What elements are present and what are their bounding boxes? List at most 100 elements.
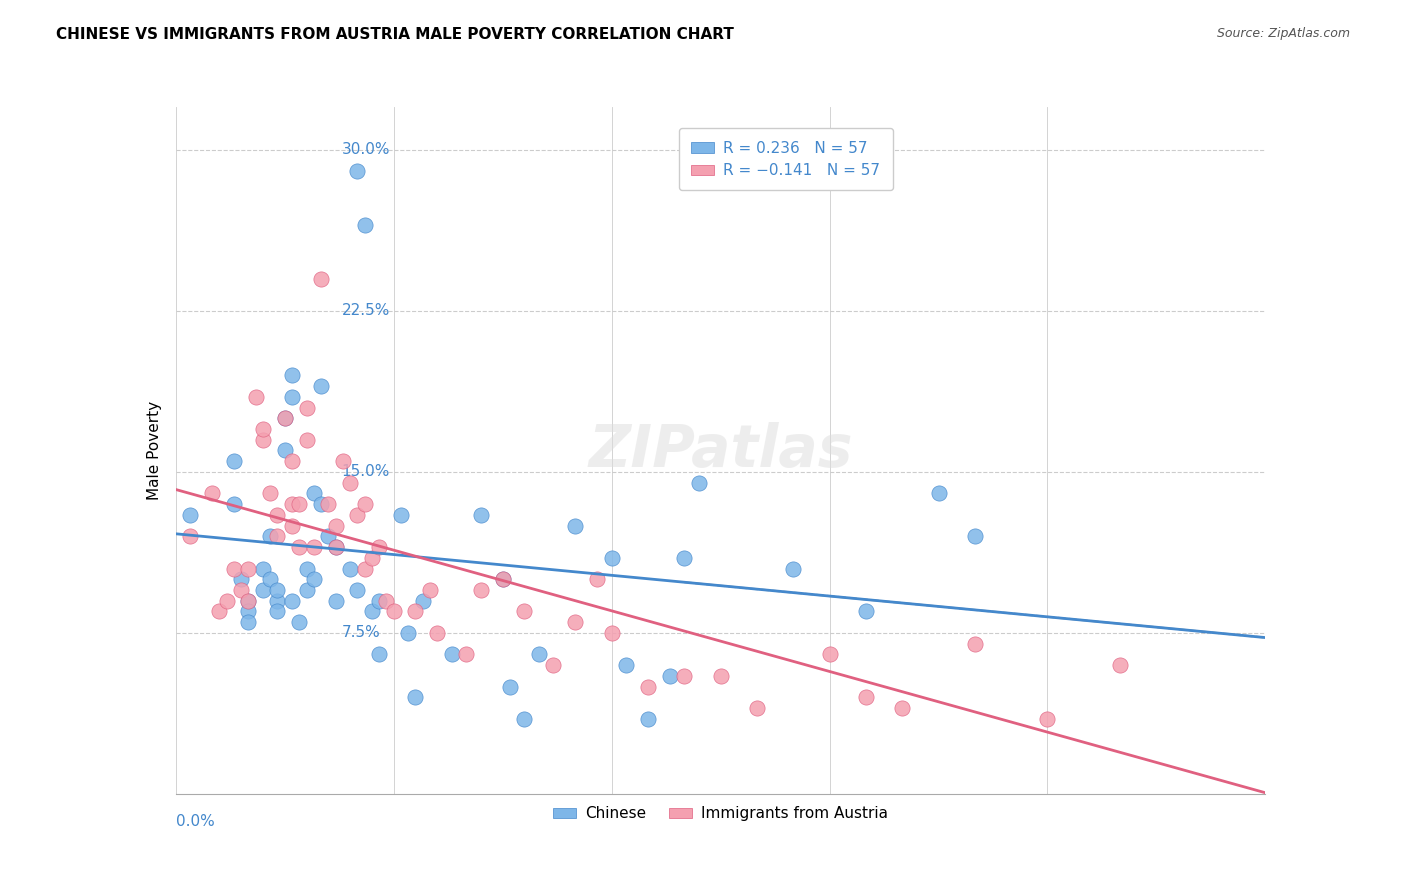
Point [245,390,267,404]
Text: 7.5%: 7.5% [342,625,380,640]
Point [346,582,368,597]
Point [295,582,318,597]
Point [586,572,609,586]
Point [281,518,304,533]
Point [179,529,201,543]
Point [963,529,986,543]
Point [274,411,297,425]
Point [360,604,382,618]
Point [405,604,427,618]
Point [339,561,361,575]
Point [309,379,332,393]
Y-axis label: Male Poverty: Male Poverty [146,401,162,500]
Point [274,411,297,425]
Point [266,582,288,597]
Point [274,443,297,458]
Point [855,690,877,705]
Point [600,626,623,640]
Point [332,454,354,468]
Point [470,508,492,522]
Point [222,497,245,511]
Point [266,604,288,618]
Point [302,572,325,586]
Point [266,508,288,522]
Point [281,454,304,468]
Point [238,561,260,575]
Point [426,626,449,640]
Point [891,701,914,715]
Point [208,604,231,618]
Point [266,593,288,607]
Text: 30.0%: 30.0% [342,143,389,158]
Point [564,615,586,630]
Point [375,593,398,607]
Point [710,669,733,683]
Point [527,648,550,662]
Point [288,615,311,630]
Point [325,518,347,533]
Point [259,486,281,500]
Point [295,561,318,575]
Point [281,497,304,511]
Point [637,712,659,726]
Point [637,680,659,694]
Point [281,368,304,383]
Point [318,497,340,511]
Point [215,593,238,607]
Point [353,561,375,575]
Point [614,658,637,673]
Point [288,497,311,511]
Point [456,648,478,662]
Point [302,540,325,554]
Point [325,540,347,554]
Point [238,593,260,607]
Text: ZIPatlas: ZIPatlas [588,422,853,479]
Point [405,690,427,705]
Point [302,486,325,500]
Point [673,669,696,683]
Point [360,550,382,565]
Point [855,604,877,618]
Point [782,561,804,575]
Point [513,712,536,726]
Point [470,582,492,597]
Point [295,433,318,447]
Point [309,271,332,285]
Point [492,572,515,586]
Point [499,680,522,694]
Text: 22.5%: 22.5% [342,303,389,318]
Text: 15.0%: 15.0% [342,465,389,479]
Point [368,540,391,554]
Point [259,529,281,543]
Point [252,422,274,436]
Text: CHINESE VS IMMIGRANTS FROM AUSTRIA MALE POVERTY CORRELATION CHART: CHINESE VS IMMIGRANTS FROM AUSTRIA MALE … [56,27,734,42]
Point [346,164,368,178]
Point [440,648,463,662]
Point [266,529,288,543]
Point [325,593,347,607]
Point [231,582,253,597]
Point [1036,712,1059,726]
Point [259,572,281,586]
Point [281,593,304,607]
Point [309,497,332,511]
Point [382,604,405,618]
Point [252,582,274,597]
Point [238,615,260,630]
Point [396,626,419,640]
Point [201,486,224,500]
Point [928,486,950,500]
Point [818,648,841,662]
Point [658,669,681,683]
Point [389,508,412,522]
Point [412,593,434,607]
Point [368,648,391,662]
Point [252,433,274,447]
Point [288,540,311,554]
Point [325,540,347,554]
Point [222,454,245,468]
Text: Source: ZipAtlas.com: Source: ZipAtlas.com [1216,27,1350,40]
Point [745,701,768,715]
Point [564,518,586,533]
Point [1109,658,1132,673]
